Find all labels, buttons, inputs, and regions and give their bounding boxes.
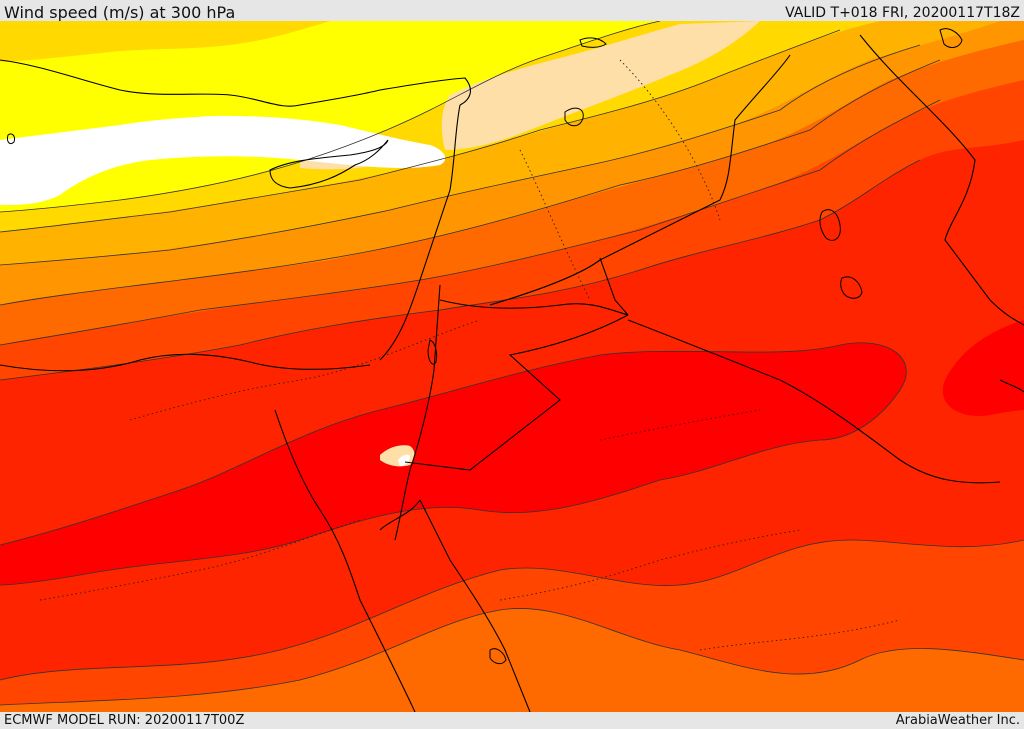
- band-strongest: [0, 342, 907, 585]
- islands: [7, 28, 963, 665]
- map-title: Wind speed (m/s) at 300 hPa: [4, 3, 236, 22]
- coastlines: [0, 34, 1024, 712]
- header-bar: Wind speed (m/s) at 300 hPa VALID T+018 …: [0, 0, 1024, 22]
- wind-speed-map: [0, 21, 1024, 712]
- band-strongest-east: [942, 320, 1024, 416]
- band-peach: [441, 21, 760, 150]
- band-gold-north: [0, 21, 330, 62]
- band-weakest-aqaba: [398, 454, 410, 466]
- valid-time: VALID T+018 FRI, 20200117T18Z: [785, 5, 1020, 21]
- footer-bar: ECMWF MODEL RUN: 20200117T00Z ArabiaWeat…: [0, 712, 1024, 729]
- model-run-label: ECMWF MODEL RUN: 20200117T00Z: [4, 713, 245, 728]
- band-yellow: [0, 21, 660, 212]
- dotted-isolines: [39, 59, 901, 651]
- credit-label: ArabiaWeather Inc.: [895, 713, 1020, 728]
- band-weakest: [0, 115, 446, 205]
